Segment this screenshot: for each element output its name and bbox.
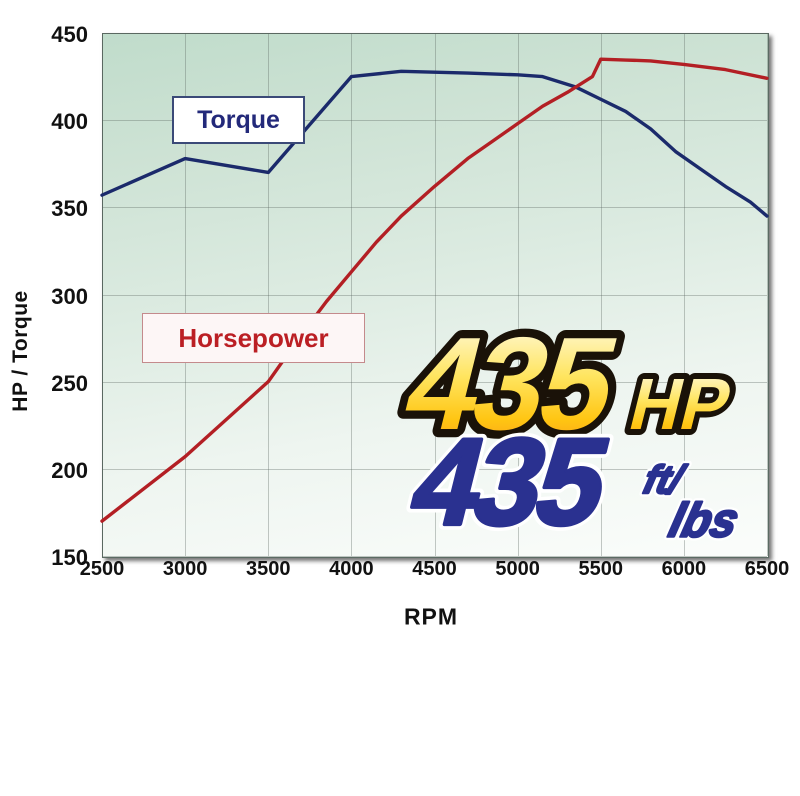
- svg-text:HP: HP: [622, 364, 739, 445]
- svg-text:435: 435: [399, 413, 619, 550]
- svg-text:lbs: lbs: [664, 494, 744, 547]
